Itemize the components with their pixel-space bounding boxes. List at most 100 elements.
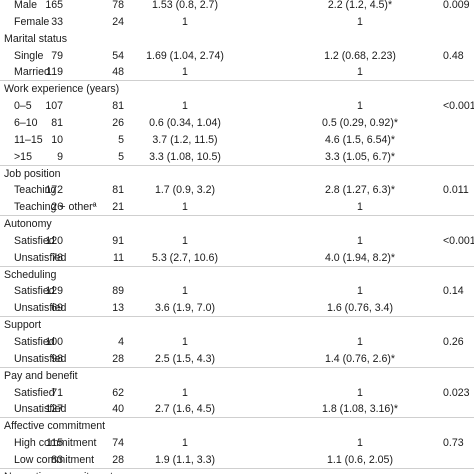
adjusted-odds-ratio: 2.8 (1.27, 6.3)* [324, 184, 396, 197]
category-label: Support [4, 319, 42, 332]
count-group-2: 5 [118, 133, 124, 146]
p-value: 0.14 [443, 285, 464, 298]
crude-odds-ratio: 0.6 (0.34, 1.04) [149, 116, 221, 129]
adjusted-odds-ratio: 1.8 (1.08, 3.16)* [322, 403, 398, 416]
row-label: Male [14, 0, 37, 11]
p-value: 0.26 [443, 336, 464, 348]
count-group-1: 78 [51, 251, 63, 264]
count-group-1: 33 [51, 15, 63, 28]
count-group-1: 127 [45, 403, 63, 416]
count-group-2: 81 [112, 100, 124, 113]
count-group-2: 13 [112, 302, 124, 315]
category-row: Work experience (years) [0, 80, 474, 98]
row-label: Female [14, 15, 50, 28]
category-label: Normative commitment [4, 468, 113, 474]
count-group-1: 71 [51, 386, 63, 399]
count-group-2: 74 [112, 437, 124, 450]
category-label: Marital status [4, 32, 67, 45]
category-row: Autonomy [0, 215, 474, 233]
row-label: Unsatisfied [14, 251, 67, 264]
group-divider [0, 215, 474, 217]
p-value: 0.48 [443, 49, 464, 62]
count-group-2: 54 [112, 49, 124, 62]
row-label: Unsatisfied [14, 403, 67, 416]
crude-odds-ratio: 3.6 (1.9, 7.0) [154, 302, 216, 315]
crude-odds-ratio: 1 [182, 437, 188, 450]
count-group-2: 5 [118, 150, 124, 163]
crude-odds-ratio: 1.9 (1.1, 3.3) [154, 453, 216, 466]
adjusted-odds-ratio: 1 [357, 437, 363, 450]
crude-odds-ratio: 5.3 (2.7, 10.6) [152, 251, 218, 264]
table-row: 11–15 10 5 3.7 (1.2, 11.5) 4.6 (1.5, 6.54)* [0, 131, 474, 149]
table-row: High commitment 115 74 1 1 0.73 [0, 434, 474, 452]
count-group-1: 79 [51, 49, 63, 62]
crude-odds-ratio: 2.7 (1.6, 4.5) [154, 403, 216, 416]
adjusted-odds-ratio: 1 [357, 386, 363, 399]
group-divider [0, 316, 474, 318]
category-row: Affective commitment [0, 417, 474, 435]
adjusted-odds-ratio: 4.6 (1.5, 6.54)* [324, 133, 396, 146]
count-group-2: 78 [112, 0, 124, 11]
count-group-1: 129 [45, 285, 63, 298]
row-label: Satisfied [14, 336, 55, 348]
crude-odds-ratio: 2.5 (1.5, 4.3) [154, 352, 216, 365]
category-label: Affective commitment [4, 420, 106, 433]
adjusted-odds-ratio: 1.4 (0.76, 2.6)* [324, 352, 396, 365]
table-row: 6–10 81 26 0.6 (0.34, 1.04) 0.5 (0.29, 0.92)… [0, 114, 474, 132]
table-row: Teaching 172 81 1.7 (0.9, 3.2) 2.8 (1.27, 6.… [0, 181, 474, 199]
category-row: Job position [0, 165, 474, 183]
crude-odds-ratio: 1 [182, 336, 188, 348]
adjusted-odds-ratio: 1 [357, 201, 363, 214]
crude-odds-ratio: 1.69 (1.04, 2.74) [146, 49, 224, 62]
count-group-1: 69 [51, 302, 63, 315]
count-group-2: 28 [112, 453, 124, 466]
adjusted-odds-ratio: 1.6 (0.76, 3.4) [327, 302, 393, 315]
category-label: Pay and benefit [4, 369, 78, 382]
row-label: 0–5 [14, 100, 32, 113]
count-group-2: 40 [112, 403, 124, 416]
count-group-1: 120 [45, 234, 63, 247]
adjusted-odds-ratio: 1 [357, 15, 363, 28]
crude-odds-ratio: 1 [182, 66, 188, 79]
category-label: Work experience (years) [4, 83, 120, 96]
group-divider [0, 417, 474, 419]
table-row: Low commitment 83 28 1.9 (1.1, 3.3) 1.1 (0.6… [0, 451, 474, 469]
category-label: Job position [4, 167, 61, 180]
adjusted-odds-ratio: 1 [357, 100, 363, 113]
row-label: Satisfied [14, 386, 55, 399]
count-group-1: 10 [51, 133, 63, 146]
crude-odds-ratio: 1.53 (0.8, 2.7) [152, 0, 218, 11]
crude-odds-ratio: 1 [182, 285, 188, 298]
row-label: >15 [14, 150, 32, 163]
adjusted-odds-ratio: 4.0 (1.94, 8.2)* [324, 251, 396, 264]
p-value: 0.009 [443, 0, 470, 11]
table-row: Satisfied 71 62 1 1 0.023 [0, 384, 474, 402]
adjusted-odds-ratio: 1 [357, 285, 363, 298]
table-row: Unsatisfied 127 40 2.7 (1.6, 4.5) 1.8 (1.08,… [0, 400, 474, 418]
table-row: Unsatisfied 78 11 5.3 (2.7, 10.6) 4.0 (1.94,… [0, 249, 474, 267]
table-row: >15 9 5 3.3 (1.08, 10.5) 3.3 (1.05, 6.7)* [0, 148, 474, 166]
group-divider [0, 467, 474, 469]
row-label: Unsatisfied [14, 352, 67, 365]
table-row: Single 79 54 1.69 (1.04, 2.74) 1.2 (0.68, 2.… [0, 47, 474, 65]
adjusted-odds-ratio: 1 [357, 66, 363, 79]
count-group-1: 81 [51, 116, 63, 129]
count-group-1: 119 [46, 66, 63, 79]
count-group-1: 98 [51, 352, 63, 365]
p-value: 0.023 [443, 386, 470, 399]
row-label: 11–15 [14, 133, 43, 146]
group-divider [0, 265, 474, 267]
group-divider [0, 80, 474, 82]
p-value: <0.001 [443, 234, 474, 247]
adjusted-odds-ratio: 2.2 (1.2, 4.5)* [327, 0, 393, 11]
p-value: 0.73 [443, 437, 464, 450]
crude-odds-ratio: 3.3 (1.08, 10.5) [149, 150, 221, 163]
table-row: Unsatisfied 69 13 3.6 (1.9, 7.0) 1.6 (0.76, … [0, 299, 474, 317]
crude-odds-ratio: 1.7 (0.9, 3.2) [154, 184, 216, 197]
crude-odds-ratio: 1 [182, 234, 188, 247]
category-row: Normative commitment [0, 468, 474, 474]
table-row: Satisfied 120 91 1 1 <0.001 [0, 232, 474, 250]
category-row: Scheduling [0, 266, 474, 284]
crude-odds-ratio: 3.7 (1.2, 11.5) [152, 133, 218, 146]
